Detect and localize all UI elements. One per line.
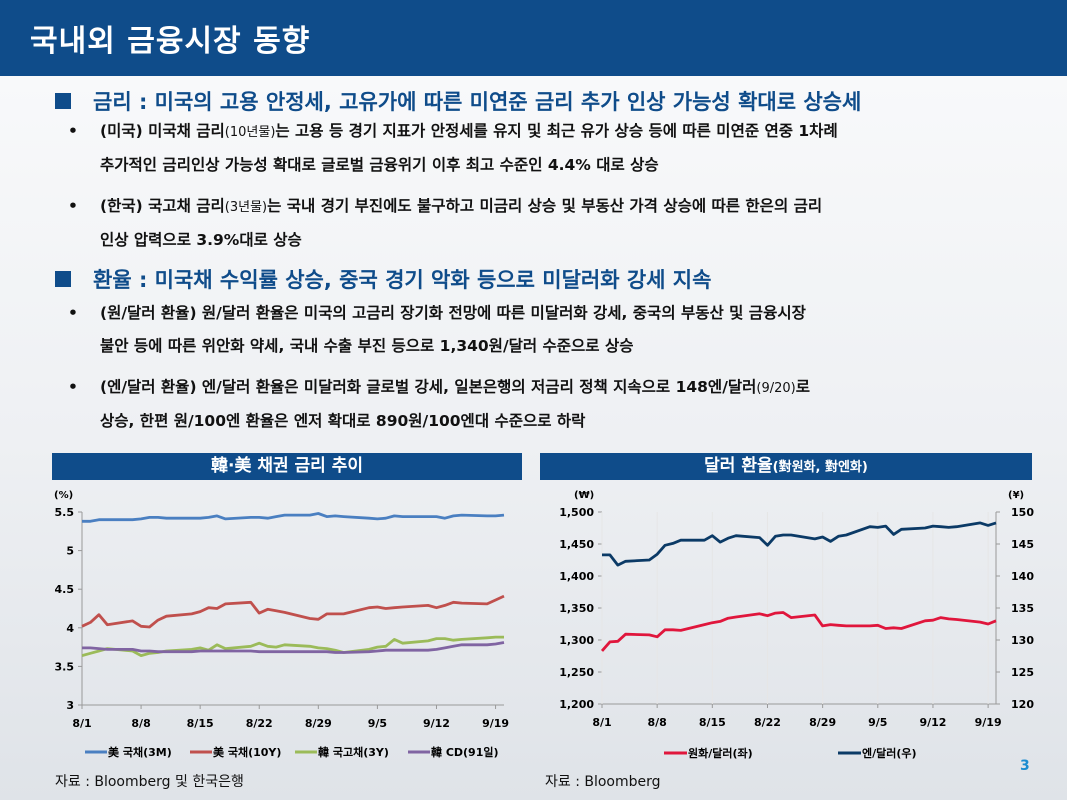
legend-label: 韓 CD(91일) [431, 745, 499, 759]
bullet-text: (한국) 국고채 금리 [100, 197, 225, 215]
bullet-dot: • [68, 378, 78, 396]
y-axis-unit: (₩) [574, 490, 594, 501]
series-line-0 [600, 611, 997, 652]
bullet-note: (10년물) [224, 125, 276, 140]
x-tick-label: 8/22 [246, 717, 273, 730]
y-tick-label: 5.5 [55, 506, 75, 519]
bullet-jpy-usd: • (엔/달러 환율) 엔/달러 환율은 미달러화 글로벌 강세, 일본은행의 저… [68, 371, 1048, 438]
series-line-2 [81, 635, 504, 658]
x-tick-label: 8/15 [187, 717, 214, 730]
y2-tick-label: 120 [1011, 698, 1034, 711]
y-tick-label: 1,250 [559, 666, 594, 679]
y2-tick-label: 130 [1011, 634, 1034, 647]
bullet-text: (원/달러 환율) 원/달러 환율은 미국의 고금리 장기화 전망에 따른 미달… [100, 304, 806, 322]
bullet-text: 추가적인 금리인상 가능성 확대로 글로벌 금융위기 이후 최고 수준인 4.4… [100, 156, 659, 174]
chart2-title: 달러 환율(對원화, 對엔화) [540, 453, 1032, 480]
x-tick-label: 8/8 [131, 717, 150, 730]
x-tick-label: 8/1 [72, 717, 91, 730]
y2-tick-label: 125 [1011, 666, 1034, 679]
y2-tick-label: 135 [1011, 602, 1034, 615]
bullet-text: 인상 압력으로 3.9%대로 상승 [100, 231, 302, 249]
y2-tick-label: 140 [1011, 570, 1034, 583]
heading-text: 환율 : 미국채 수익률 상승, 중국 경기 악화 등으로 미달러화 강세 지속 [93, 268, 712, 292]
chart-title-text: 韓·美 채권 금리 추이 [210, 456, 364, 476]
y-tick-label: 1,450 [559, 538, 594, 551]
heading-text: 금리 : 미국의 고용 안정세, 고유가에 따른 미연준 금리 추가 인상 가능… [93, 90, 862, 114]
x-tick-label: 8/29 [305, 717, 332, 730]
bond-yield-chart: (%) 3 3.5 4 4.5 5 5.5 8/1 8/8 8/15 8/22 8/29 9/5 9/12… [54, 490, 509, 759]
square-bullet-icon [55, 271, 71, 287]
y-tick-label: 3 [66, 699, 74, 712]
square-bullet-icon [55, 93, 71, 109]
fx-rate-chart: (₩) (¥) 1,200 1,250 1,300 1,350 1,400 1,450 1,50… [559, 490, 1034, 760]
bullet-text: 는 국내 경기 부진에도 불구하고 미금리 상승 및 부동산 가격 상승에 따른… [267, 197, 823, 215]
series-line-0 [82, 512, 505, 523]
y2-tick-label: 145 [1011, 538, 1034, 551]
section-heading-fx: 환율 : 미국채 수익률 상승, 중국 경기 악화 등으로 미달러화 강세 지속 [55, 264, 711, 294]
x-tick-label: 8/15 [699, 716, 726, 729]
x-tick-label: 9/12 [919, 716, 946, 729]
legend-label: 원화/달러(좌) [688, 746, 753, 760]
page-number: 3 [1020, 758, 1030, 774]
series-line-1 [81, 594, 505, 629]
bullet-text: 상승, 한편 원/100엔 환율은 엔저 확대로 890원/100엔대 수준으로… [100, 412, 586, 430]
x-tick-label: 8/29 [809, 716, 836, 729]
source-note: 자료 : Bloomberg [545, 774, 661, 790]
x-tick-label: 8/1 [592, 716, 611, 729]
page-title: 국내외 금융시장 동향 [30, 24, 311, 59]
y-tick-label: 1,350 [559, 602, 594, 615]
bullet-dot: • [68, 122, 78, 140]
x-tick-label: 9/12 [423, 717, 450, 730]
bullet-text: 는 고용 등 경기 지표가 안정세를 유지 및 최근 유가 상승 등에 따른 미… [275, 122, 838, 140]
bullet-text: (엔/달러 환율) 엔/달러 환율은 미달러화 글로벌 강세, 일본은행의 저금… [100, 378, 757, 396]
source-note: 자료 : Bloomberg 및 한국은행 [55, 774, 244, 790]
y-axis-unit: (%) [54, 490, 73, 501]
bullet-text: 불안 등에 따른 위안화 약세, 국내 수출 부진 등으로 1,340원/달러 … [100, 337, 634, 355]
y-tick-label: 1,200 [559, 698, 594, 711]
legend-label: 韓 국고채(3Y) [318, 745, 389, 759]
chart-title-text: 달러 환율 [704, 456, 773, 476]
x-tick-label: 9/5 [868, 716, 887, 729]
legend-label: 美 국채(10Y) [213, 745, 281, 759]
header-bar: 국내외 금융시장 동향 [0, 0, 1067, 76]
y-tick-label: 4.5 [55, 583, 75, 596]
legend-label: 美 국채(3M) [108, 745, 172, 759]
bullet-note: (9/20) [756, 381, 796, 396]
bullet-note: (3년물) [224, 200, 268, 215]
bullet-text: (미국) 미국채 금리 [100, 122, 225, 140]
y-tick-label: 3.5 [55, 660, 75, 673]
x-tick-label: 9/19 [482, 717, 509, 730]
y2-axis-unit: (¥) [1008, 490, 1024, 501]
legend-label: 엔/달러(우) [862, 746, 917, 760]
y2-tick-label: 150 [1011, 506, 1034, 519]
x-tick-label: 9/5 [368, 717, 387, 730]
bullet-dot: • [68, 197, 78, 215]
bullet-text: 로 [795, 378, 810, 396]
y-tick-label: 5 [66, 545, 74, 558]
chart-title-sub: (對원화, 對엔화) [772, 460, 868, 475]
bullet-us-rates: • (미국) 미국채 금리(10년물)는 고용 등 경기 지표가 안정세를 유지 … [68, 115, 1048, 182]
bullet-kr-rates: • (한국) 국고채 금리(3년물)는 국내 경기 부진에도 불구하고 미금리 상… [68, 190, 1048, 257]
y-tick-label: 1,300 [559, 634, 594, 647]
bullet-krw-usd: • (원/달러 환율) 원/달러 환율은 미국의 고금리 장기화 전망에 따른 미… [68, 297, 1048, 363]
y-tick-label: 1,500 [559, 506, 594, 519]
x-tick-label: 8/8 [647, 716, 666, 729]
x-tick-label: 8/22 [754, 716, 781, 729]
bullet-dot: • [68, 304, 78, 322]
y-tick-label: 1,400 [559, 570, 594, 583]
series-line-1 [602, 521, 997, 567]
chart1-title: 韓·美 채권 금리 추이 [52, 453, 522, 480]
series-line-3 [82, 641, 505, 654]
y-tick-label: 4 [66, 622, 74, 635]
section-heading-rates: 금리 : 미국의 고용 안정세, 고유가에 따른 미연준 금리 추가 인상 가능… [55, 86, 861, 116]
x-tick-label: 9/19 [975, 716, 1002, 729]
